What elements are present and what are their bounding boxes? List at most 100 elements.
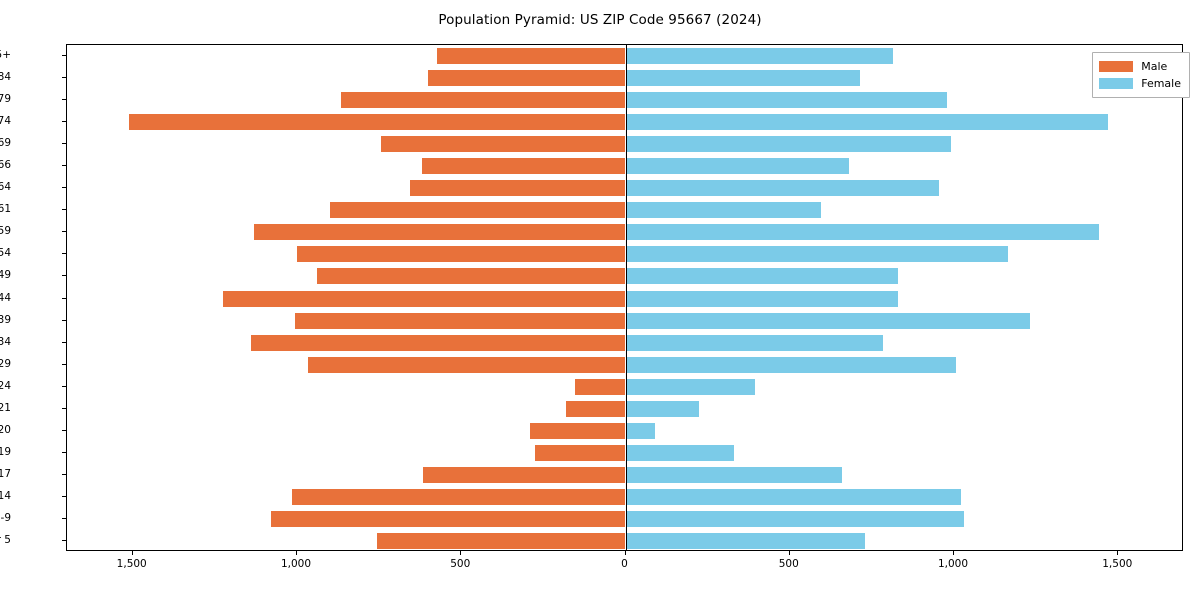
legend-item-male[interactable]: Male (1099, 58, 1181, 75)
bar-male-35-39 (295, 312, 626, 329)
bar-female-55-59 (625, 224, 1099, 241)
y-tick-label-25-29: 25-29 (0, 357, 11, 370)
x-tick-label-2: 500 (450, 558, 471, 570)
y-tick-mark (62, 99, 66, 101)
y-tick-mark (62, 121, 66, 123)
y-tick-label-80-84: 80-84 (0, 71, 11, 84)
bar-female-25-29 (625, 356, 956, 373)
bar-male-45-49 (316, 268, 626, 285)
bar-male-50-54 (296, 246, 626, 263)
y-tick-mark (62, 143, 66, 145)
legend-label-female: Female (1141, 77, 1181, 90)
zero-axis-line (625, 45, 627, 550)
x-tick-mark (953, 551, 955, 555)
x-tick-label-4: 500 (778, 558, 799, 570)
bar-male-60-61 (329, 202, 626, 219)
y-tick-label-70-74: 70-74 (0, 115, 11, 128)
bar-male-40-44 (223, 290, 626, 307)
x-tick-mark (131, 551, 133, 555)
x-tick-mark (788, 551, 790, 555)
bar-male-30-34 (250, 334, 626, 351)
bar-male-80-84 (428, 70, 626, 87)
chart-legend: Male Female (1092, 52, 1190, 98)
x-tick-label-3: 0 (621, 558, 628, 570)
bar-female-45-49 (625, 268, 899, 285)
bar-female-18-19 (625, 444, 734, 461)
bar-female-5-9 (625, 510, 964, 527)
bar-male-55-59 (254, 224, 626, 241)
bars-layer (67, 45, 1182, 550)
y-tick-label-45-49: 45-49 (0, 269, 11, 282)
y-tick-mark (62, 55, 66, 57)
y-tick-mark (62, 517, 66, 519)
y-tick-label-75-79: 75-79 (0, 93, 11, 106)
y-tick-mark (62, 319, 66, 321)
legend-label-male: Male (1141, 60, 1168, 73)
y-tick-label-67-69: 67-69 (0, 137, 11, 150)
bar-female-60-61 (625, 202, 821, 219)
bar-female-21 (625, 400, 700, 417)
x-tick-mark (624, 551, 626, 555)
y-tick-label-under-5: Under 5 (0, 533, 11, 546)
bar-male-5-9 (270, 510, 626, 527)
x-tick-label-0: 1,500 (116, 558, 147, 570)
bar-male-67-69 (380, 136, 626, 153)
bar-female-40-44 (625, 290, 899, 307)
y-tick-label-30-34: 30-34 (0, 335, 11, 348)
bar-female-30-34 (625, 334, 884, 351)
y-tick-mark (62, 253, 66, 255)
y-tick-mark (62, 363, 66, 365)
y-tick-label-10-14: 10-14 (0, 489, 11, 502)
y-tick-label-5-9: 5-9 (0, 511, 11, 524)
bar-female-70-74 (625, 114, 1109, 131)
y-tick-mark (62, 407, 66, 409)
y-tick-label-21: 21 (0, 401, 11, 414)
y-tick-mark (62, 539, 66, 541)
y-tick-mark (62, 231, 66, 233)
bar-female-50-54 (625, 246, 1009, 263)
bar-female-80-84 (625, 70, 861, 87)
y-tick-mark (62, 297, 66, 299)
y-tick-label-22-24: 22-24 (0, 379, 11, 392)
y-tick-label-15-17: 15-17 (0, 467, 11, 480)
bar-male-70-74 (129, 114, 626, 131)
x-tick-label-1: 1,000 (280, 558, 311, 570)
y-tick-mark (62, 429, 66, 431)
bar-female-62-64 (625, 180, 940, 197)
y-tick-mark (62, 209, 66, 211)
y-tick-label-62-64: 62-64 (0, 181, 11, 194)
bar-male-21 (566, 400, 626, 417)
y-tick-label-50-54: 50-54 (0, 247, 11, 260)
y-tick-mark (62, 341, 66, 343)
y-tick-label-35-39: 35-39 (0, 313, 11, 326)
bar-male-62-64 (410, 180, 626, 197)
y-tick-label-60-61: 60-61 (0, 203, 11, 216)
y-tick-mark (62, 77, 66, 79)
y-tick-label-20: 20 (0, 423, 11, 436)
bar-male-15-17 (423, 466, 626, 483)
y-tick-mark (62, 275, 66, 277)
bar-female-65-66 (625, 158, 849, 175)
x-tick-mark (460, 551, 462, 555)
bar-female-35-39 (625, 312, 1030, 329)
y-tick-label-65-66: 65-66 (0, 159, 11, 172)
y-tick-label-18-19: 18-19 (0, 445, 11, 458)
legend-swatch-female-icon (1099, 78, 1134, 89)
x-tick-mark (295, 551, 297, 555)
bar-male-under-5 (377, 532, 626, 549)
y-tick-mark (62, 165, 66, 167)
bar-male-25-29 (308, 356, 626, 373)
y-tick-mark (62, 473, 66, 475)
y-tick-label-55-59: 55-59 (0, 225, 11, 238)
y-tick-mark (62, 187, 66, 189)
bar-male-18-19 (535, 444, 626, 461)
bar-female-under-5 (625, 532, 866, 549)
x-tick-label-6: 1,500 (1102, 558, 1133, 570)
y-tick-label-40-44: 40-44 (0, 291, 11, 304)
legend-item-female[interactable]: Female (1099, 75, 1181, 92)
bar-female-75-79 (625, 92, 948, 109)
bar-male-20 (530, 422, 626, 439)
bar-male-65-66 (421, 158, 626, 175)
y-tick-mark (62, 385, 66, 387)
